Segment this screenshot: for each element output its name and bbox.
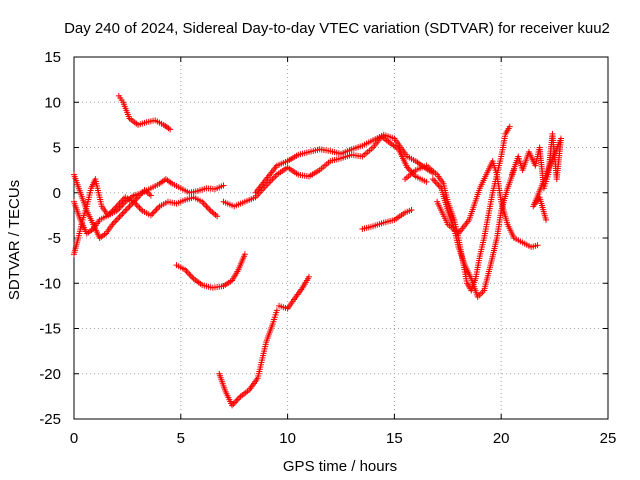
data-point <box>273 307 280 314</box>
data-point <box>423 178 430 185</box>
data-point <box>110 206 117 213</box>
data-point <box>236 394 243 401</box>
data-point <box>435 182 442 189</box>
y-tick-label: 10 <box>44 94 61 111</box>
data-point <box>127 201 134 208</box>
data-point <box>200 200 207 207</box>
data-point <box>110 219 117 226</box>
data-point <box>117 198 124 205</box>
data-point <box>184 269 191 276</box>
data-point <box>113 203 120 210</box>
data-point <box>119 210 126 217</box>
x-tick-label: 10 <box>279 430 296 447</box>
data-point <box>112 204 119 211</box>
data-point <box>147 192 154 199</box>
series-high-segment <box>115 92 174 133</box>
data-point <box>133 201 140 208</box>
chart-title: Day 240 of 2024, Sidereal Day-to-day VTE… <box>64 20 610 37</box>
x-tick-label: 0 <box>70 430 78 447</box>
x-axis-label: GPS time / hours <box>283 458 397 475</box>
data-point <box>241 251 248 258</box>
data-point <box>305 273 312 280</box>
data-point <box>122 207 129 214</box>
data-point <box>189 274 196 281</box>
y-tick-label: 0 <box>53 185 61 202</box>
x-tick-label: 25 <box>600 430 617 447</box>
data-point <box>264 180 271 187</box>
x-tick-label: 5 <box>177 430 185 447</box>
data-point <box>432 179 439 186</box>
data-point <box>233 397 240 404</box>
y-tick-label: -20 <box>39 366 61 383</box>
series-afternoon-a <box>402 123 513 294</box>
data-point <box>183 268 190 275</box>
x-tick-label: 15 <box>386 430 403 447</box>
data-point <box>152 207 159 214</box>
data-point <box>214 213 221 220</box>
data-point <box>206 206 213 213</box>
data-point <box>115 201 122 208</box>
data-point <box>137 206 144 213</box>
data-point <box>186 271 193 278</box>
y-tick-label: 5 <box>53 140 61 157</box>
x-ticks: 0 5 10 15 20 25 <box>70 57 617 447</box>
data-point <box>220 182 227 189</box>
data-point <box>115 215 122 222</box>
data-point <box>126 203 133 210</box>
y-tick-label: 15 <box>44 49 61 66</box>
data-point <box>117 212 124 219</box>
data-point <box>125 204 132 211</box>
data-point <box>116 200 123 207</box>
data-point <box>272 173 279 180</box>
data-point <box>153 206 160 213</box>
data-point <box>506 123 513 130</box>
data-point <box>187 272 194 279</box>
y-tick-label: -5 <box>48 230 61 247</box>
series-main-rise-b <box>252 131 436 196</box>
data-point <box>234 396 241 403</box>
data-points <box>71 92 565 409</box>
data-point <box>408 206 415 213</box>
data-point <box>434 180 441 187</box>
data-point <box>136 204 143 211</box>
series-late-scatter <box>508 130 565 223</box>
data-point <box>120 209 127 216</box>
y-tick-label: -25 <box>39 411 61 428</box>
x-tick-label: 20 <box>493 430 510 447</box>
data-point <box>116 213 123 220</box>
series-deep-dip <box>216 307 280 409</box>
data-point <box>167 126 174 133</box>
data-point <box>429 176 436 183</box>
series-afternoon-c <box>434 158 541 251</box>
series-early-bundle-c <box>71 171 154 241</box>
data-point <box>149 210 156 217</box>
data-point <box>203 203 210 210</box>
series-mid-low <box>173 251 248 291</box>
data-point <box>112 218 119 225</box>
data-point <box>113 216 120 223</box>
data-point <box>155 204 162 211</box>
y-ticks: -25 -20 -15 -10 -5 0 5 10 15 <box>39 49 608 428</box>
series-mid-cluster-low <box>359 206 415 232</box>
data-point <box>135 203 142 210</box>
grid-lines <box>74 57 608 419</box>
data-point <box>543 216 550 223</box>
y-tick-label: -10 <box>39 275 61 292</box>
data-point <box>204 204 211 211</box>
y-tick-label: -15 <box>39 321 61 338</box>
series-afternoon-b <box>429 167 518 300</box>
data-point <box>431 177 438 184</box>
data-point <box>534 242 541 249</box>
y-axis-label: SDTVAR / TECUs <box>6 180 23 300</box>
data-point <box>123 206 130 213</box>
data-point <box>231 399 238 406</box>
data-point <box>202 201 209 208</box>
data-point <box>129 200 136 207</box>
series-recovery <box>276 273 312 312</box>
